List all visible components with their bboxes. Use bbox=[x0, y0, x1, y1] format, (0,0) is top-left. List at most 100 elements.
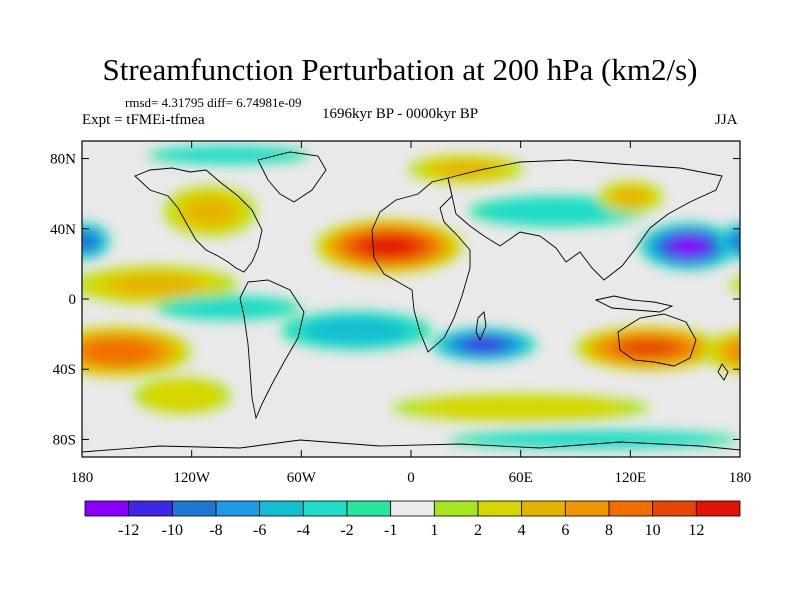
anomaly-contour bbox=[792, 377, 800, 414]
colorbar-swatch bbox=[608, 500, 654, 517]
colorbar-label: 8 bbox=[605, 522, 613, 539]
anomaly-contour bbox=[611, 188, 650, 207]
colorbar-label: -2 bbox=[340, 522, 353, 539]
x-tick-label: 180 bbox=[71, 470, 94, 486]
y-tick-label: 80N bbox=[50, 152, 76, 168]
x-tick-label: 180 bbox=[729, 470, 752, 486]
colorbar-label: -8 bbox=[209, 522, 222, 539]
anomaly-contour bbox=[464, 338, 504, 351]
experiment-label: Expt = tFMEi-tfmea bbox=[82, 112, 205, 128]
colorbar-swatch bbox=[215, 500, 261, 517]
anomaly-east-pacific-tropics-low bbox=[155, 295, 301, 321]
anomaly-arctic-low bbox=[147, 145, 309, 165]
anomaly-south-pacific-south-high bbox=[134, 376, 800, 415]
anomaly-contour bbox=[0, 183, 1, 211]
anomaly-contour bbox=[166, 297, 290, 319]
anomaly-contour bbox=[107, 273, 203, 296]
anomaly-contour bbox=[765, 274, 800, 296]
anomaly-contour bbox=[730, 276, 740, 294]
colorbar-swatch bbox=[564, 500, 610, 517]
colorbar-swatch bbox=[259, 500, 304, 517]
anomaly-contour bbox=[82, 231, 99, 251]
colorbar-label: 1 bbox=[430, 522, 438, 539]
x-tick-label: 60E bbox=[509, 470, 533, 486]
anomaly-contour bbox=[0, 181, 5, 213]
anomaly-contour bbox=[0, 330, 53, 367]
anomaly-contour bbox=[0, 332, 44, 364]
anomaly-contour bbox=[363, 236, 415, 256]
coastline-south-america bbox=[239, 279, 305, 420]
anomaly-arctic-high bbox=[407, 154, 524, 184]
stats-label: rmsd= 4.31795 diff= 6.74981e-09 bbox=[125, 95, 302, 110]
anomaly-north-atlantic-africa-high bbox=[315, 219, 463, 274]
anomaly-field bbox=[0, 141, 800, 457]
anomaly-south-pacific-high bbox=[82, 326, 740, 377]
anomaly-contour bbox=[0, 327, 60, 368]
anomaly-contour bbox=[671, 238, 706, 255]
colorbar-swatch bbox=[84, 500, 130, 517]
anomaly-contour bbox=[740, 268, 800, 302]
colorbar-swatch bbox=[302, 500, 348, 517]
colorbar: -12 -10 -8 -6 -4 -2 -1 1 2 4 6 8 10 12 bbox=[84, 500, 741, 539]
anomaly-blobs bbox=[0, 145, 800, 449]
anomaly-west-pacific-low bbox=[5, 222, 739, 270]
anomaly-contour bbox=[5, 234, 57, 259]
colorbar-label: 6 bbox=[561, 522, 569, 539]
anomaly-north-pacific-belt bbox=[82, 265, 800, 305]
coastline-north-america bbox=[134, 167, 263, 273]
y-tick-label: 40S bbox=[53, 362, 76, 378]
y-tick-label: 80S bbox=[53, 432, 76, 448]
colorbar-swatch bbox=[695, 500, 741, 517]
anomaly-contour bbox=[482, 198, 633, 225]
anomaly-contour bbox=[141, 379, 224, 412]
anomaly-east-asia-high bbox=[0, 181, 664, 214]
coastline-europe-africa bbox=[371, 177, 471, 353]
coastline-madagascar bbox=[475, 311, 487, 342]
anomaly-contour bbox=[432, 160, 500, 178]
anomaly-contour bbox=[620, 339, 677, 357]
anomaly-contour bbox=[305, 317, 408, 344]
anomaly-south-atlantic-low bbox=[280, 311, 432, 350]
colorbar-swatch bbox=[521, 500, 566, 517]
colorbar-label: -4 bbox=[297, 522, 310, 539]
colorbar-label: -1 bbox=[384, 522, 397, 539]
anomaly-contour bbox=[739, 348, 740, 355]
anomaly-contour bbox=[411, 396, 630, 420]
coastline-greenland bbox=[257, 151, 327, 203]
coastlines bbox=[82, 151, 740, 453]
anomaly-contour bbox=[160, 147, 297, 163]
anomaly-southern-ocean-ring bbox=[391, 393, 650, 422]
y-tick-label: 0 bbox=[69, 292, 77, 308]
x-tick-label: 120W bbox=[173, 470, 211, 486]
colorbar-swatch bbox=[652, 500, 697, 517]
colorbar-label: -6 bbox=[253, 522, 266, 539]
anomaly-contour bbox=[183, 196, 237, 226]
coastline-indonesia bbox=[594, 295, 674, 313]
anomaly-contour bbox=[0, 336, 33, 361]
coastline-new-zealand bbox=[717, 363, 729, 381]
colorbar-swatch bbox=[128, 500, 173, 517]
chart-title: Streamfunction Perturbation at 200 hPa (… bbox=[102, 52, 698, 87]
anomaly-contour bbox=[0, 432, 58, 448]
colorbar-label: -12 bbox=[118, 522, 139, 539]
colorbar-swatch bbox=[477, 500, 523, 517]
period-label: 1696kyr BP - 0000kyr BP bbox=[322, 106, 479, 122]
anomaly-contour bbox=[82, 338, 157, 365]
season-label: JJA bbox=[715, 112, 738, 128]
coastline-antarctica bbox=[82, 439, 740, 453]
anomaly-east-pacific-low bbox=[82, 222, 740, 260]
colorbar-label: 4 bbox=[518, 522, 526, 539]
anomaly-contour bbox=[0, 340, 18, 356]
x-tick-label: 0 bbox=[407, 470, 415, 486]
anomaly-contour bbox=[731, 232, 740, 251]
anomaly-south-indian-low bbox=[431, 327, 537, 362]
x-tick-label: 60W bbox=[287, 470, 317, 486]
x-tick-label: 120E bbox=[614, 470, 646, 486]
coastline-australia bbox=[617, 313, 697, 367]
anomaly-contour bbox=[14, 238, 48, 254]
colorbar-label: -10 bbox=[162, 522, 183, 539]
colorbar-label: 2 bbox=[474, 522, 482, 539]
colorbar-label: 10 bbox=[645, 522, 661, 539]
coastline-asia bbox=[447, 159, 723, 281]
